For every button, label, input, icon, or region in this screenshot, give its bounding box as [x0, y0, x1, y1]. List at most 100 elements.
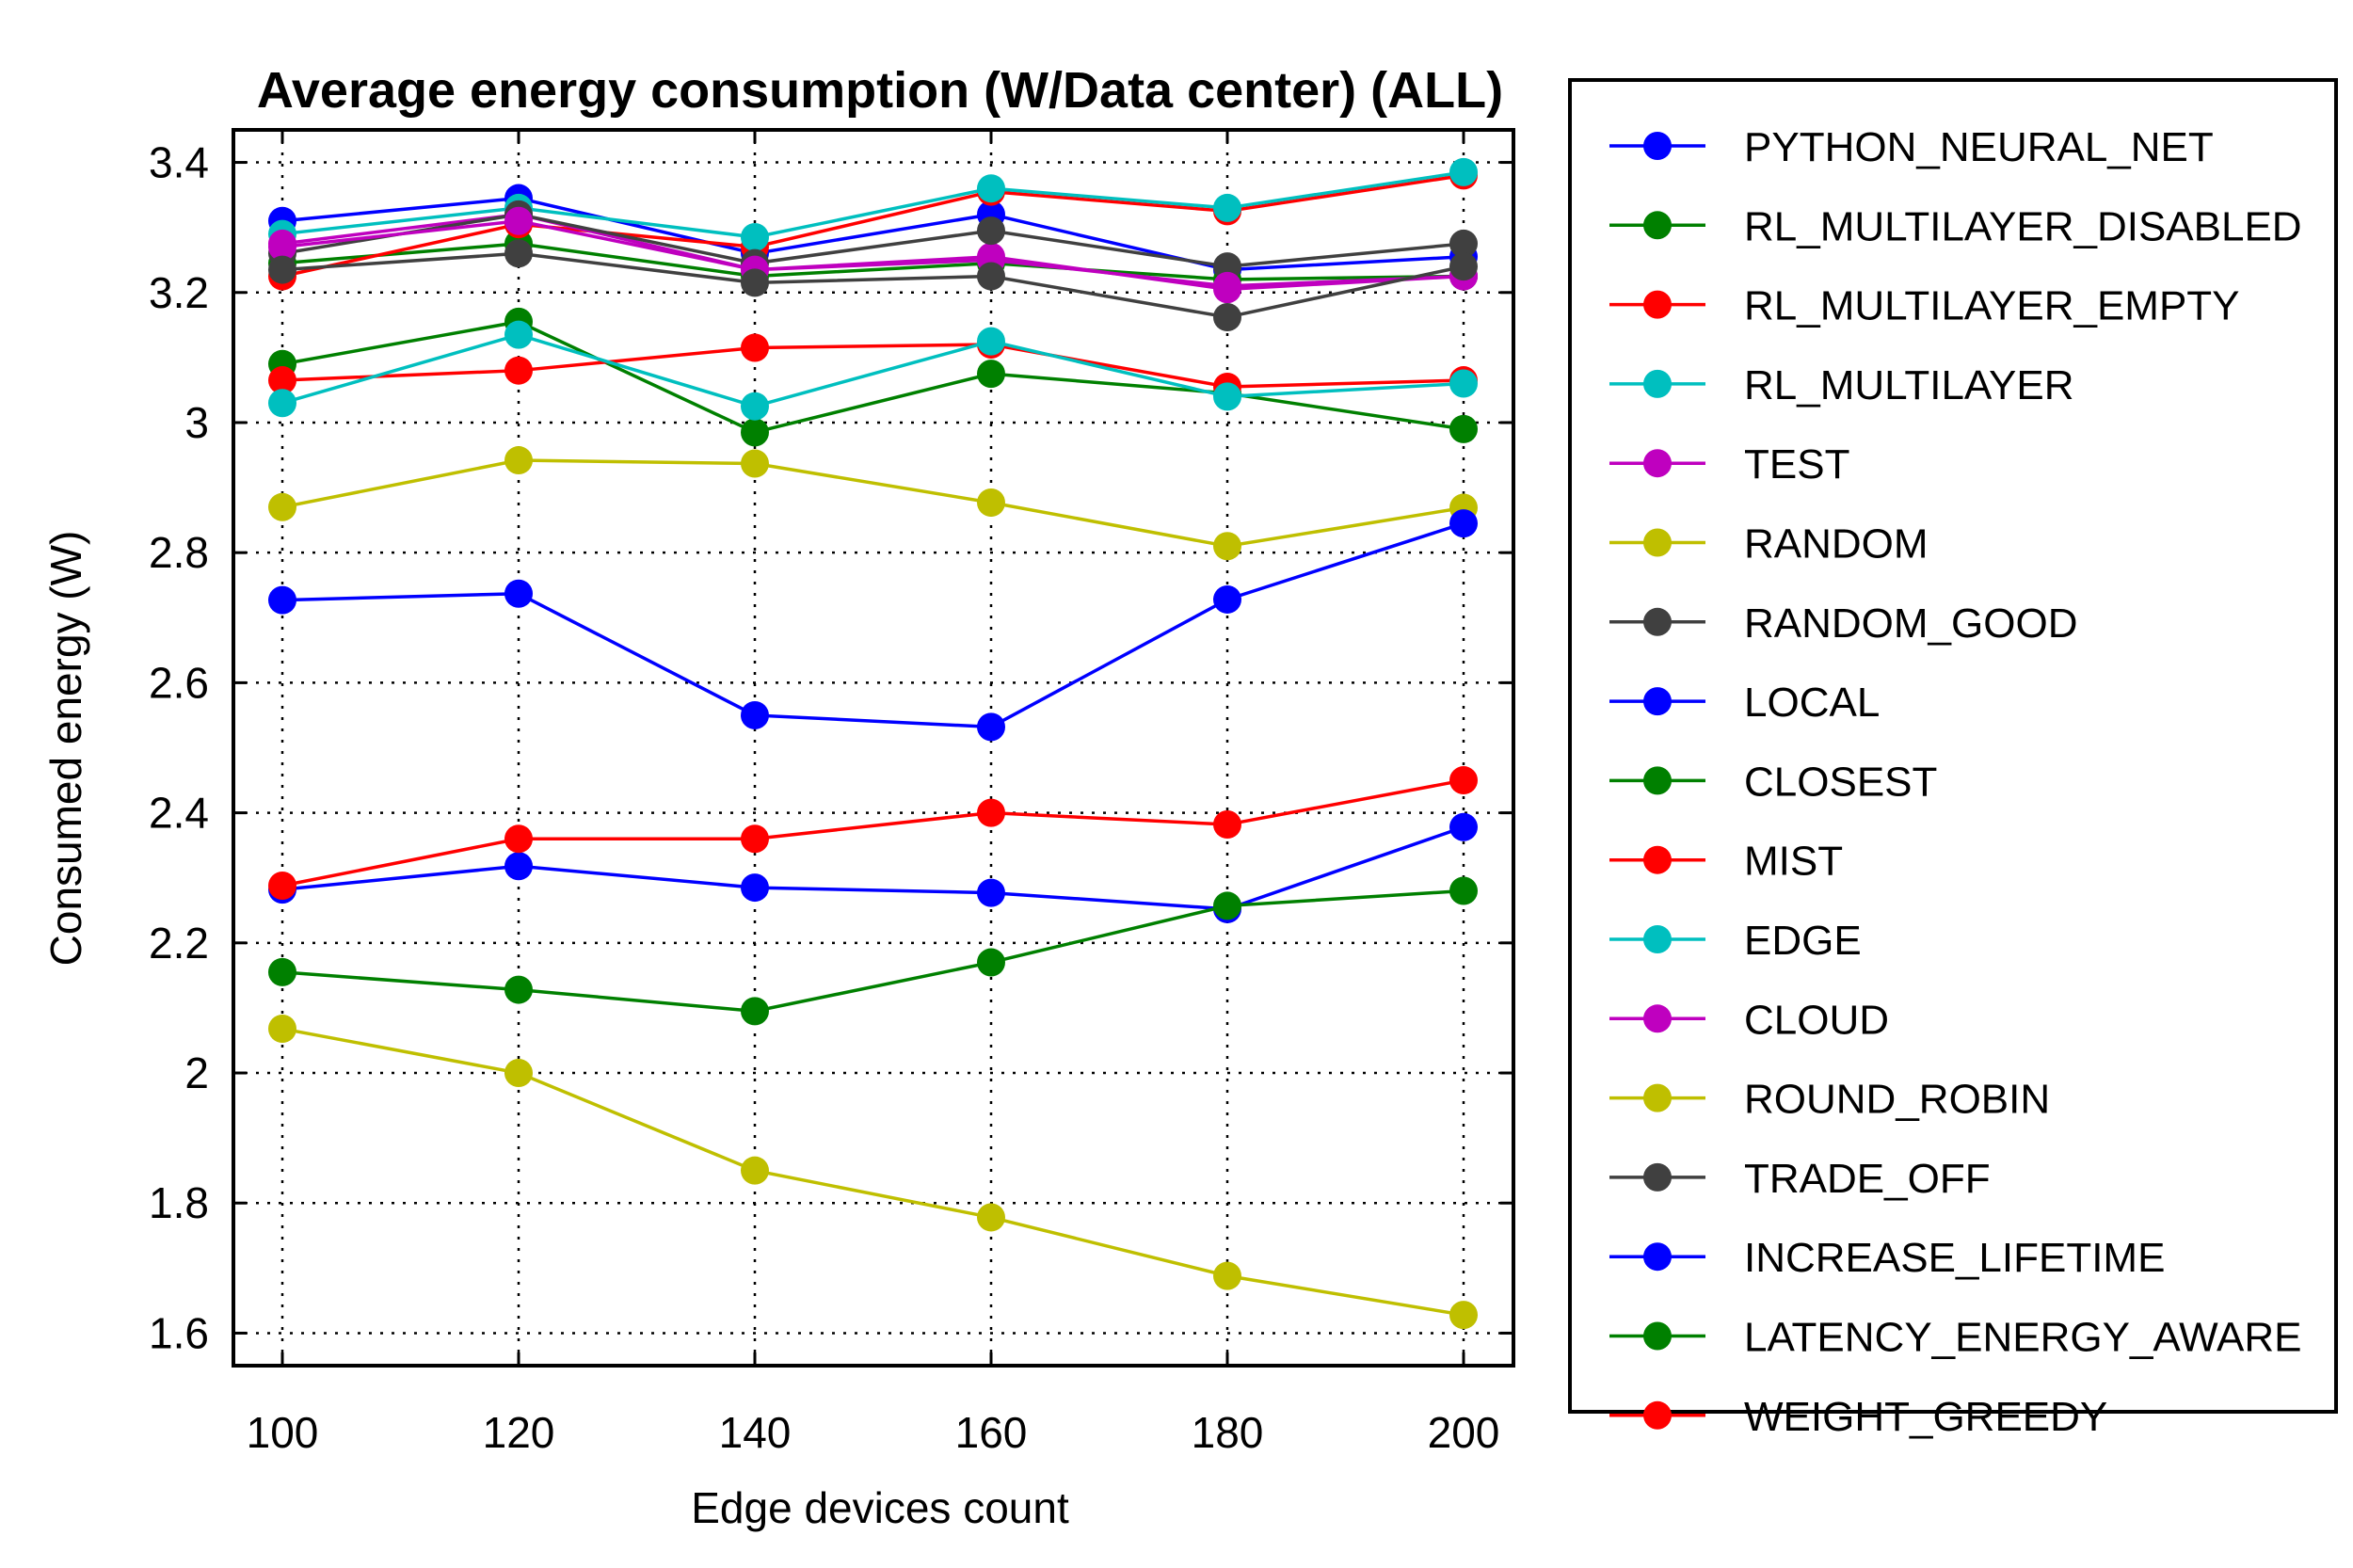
legend-label: WEIGHT_GREEDY	[1744, 1394, 2107, 1440]
data-point	[741, 700, 769, 729]
series-line	[281, 251, 1465, 319]
data-point	[504, 239, 533, 268]
y-axis-label: Consumed energy (W)	[41, 531, 90, 967]
series-line	[281, 213, 1465, 268]
data-point	[1213, 1261, 1241, 1290]
legend-entry: ROUND_ROBIN	[1609, 1077, 2050, 1123]
legend-label: ROUND_ROBIN	[1744, 1077, 2050, 1123]
legend-marker	[1643, 132, 1672, 160]
data-point	[1449, 1301, 1478, 1330]
legend-entry: TEST	[1609, 441, 1849, 488]
legend-marker	[1643, 369, 1672, 398]
data-point	[1213, 271, 1241, 300]
data-point	[268, 232, 296, 262]
series-line	[281, 778, 1465, 888]
series-line	[281, 343, 1465, 389]
data-point	[504, 579, 533, 608]
data-point	[741, 418, 769, 447]
legend-entry: CLOUD	[1609, 997, 1889, 1043]
series-line	[281, 173, 1465, 279]
data-point	[1449, 252, 1478, 281]
legend-entry: EDGE	[1609, 918, 1862, 964]
data-point	[1213, 252, 1241, 281]
legend-label: RANDOM	[1744, 521, 1929, 568]
legend-label: RANDOM_GOOD	[1744, 600, 2077, 647]
data-point	[1213, 810, 1241, 840]
data-point	[977, 216, 1005, 246]
y-tick-label: 2.2	[149, 919, 209, 968]
chart-title-group: Average energy consumption (W/Data cente…	[257, 62, 1503, 119]
y-tick-label: 2	[184, 1048, 209, 1097]
legend-label: LOCAL	[1744, 680, 1880, 726]
x-tick-label: 100	[247, 1408, 319, 1457]
legend-marker	[1643, 687, 1672, 716]
legend-marker	[1643, 1162, 1672, 1192]
legend-entry: INCREASE_LIFETIME	[1609, 1235, 2165, 1281]
series-round-robin	[268, 1015, 1478, 1330]
y-tick-label: 3	[184, 398, 209, 447]
series-mist	[268, 330, 1478, 401]
data-point	[741, 333, 769, 362]
data-point	[1449, 229, 1478, 258]
legend-marker	[1643, 449, 1672, 478]
chart-title: Average energy consumption (W/Data cente…	[257, 62, 1503, 119]
series-edge	[268, 320, 1478, 421]
legend-label: TEST	[1744, 441, 1849, 488]
data-point	[504, 446, 533, 475]
data-point	[504, 320, 533, 349]
data-point	[268, 872, 296, 901]
data-point	[1213, 532, 1241, 561]
data-point	[977, 488, 1005, 517]
data-point	[268, 1015, 296, 1044]
series-group	[268, 157, 1478, 1330]
legend-label: PYTHON_NEURAL_NET	[1744, 124, 2214, 170]
legend-marker	[1643, 211, 1672, 240]
x-axis-label: Edge devices count	[691, 1483, 1069, 1532]
series-latency-energy-aware	[268, 876, 1478, 1026]
data-point	[977, 712, 1005, 742]
legend-marker	[1643, 607, 1672, 636]
data-point	[977, 1203, 1005, 1232]
data-point	[268, 492, 296, 521]
data-point	[1449, 369, 1478, 398]
series-local	[268, 509, 1478, 742]
legend-entry: RL_MULTILAYER	[1609, 362, 2073, 408]
data-point	[1449, 414, 1478, 443]
data-point	[741, 449, 769, 478]
data-point	[504, 206, 533, 235]
legend-marker	[1643, 1321, 1672, 1351]
x-tick-label: 200	[1428, 1408, 1500, 1457]
y-tick-label: 1.6	[149, 1308, 209, 1357]
data-point	[1213, 303, 1241, 332]
legend-label: TRADE_OFF	[1744, 1156, 1991, 1202]
data-point	[504, 356, 533, 385]
data-point	[268, 255, 296, 284]
series-line	[281, 1027, 1465, 1317]
legend-marker	[1643, 845, 1672, 874]
series-weight-greedy	[268, 766, 1478, 901]
data-point	[977, 174, 1005, 203]
legend-marker	[1643, 925, 1672, 953]
x-tick-label: 180	[1192, 1408, 1264, 1457]
y-tick-label: 2.8	[149, 528, 209, 577]
x-tick-label: 140	[719, 1408, 792, 1457]
data-point	[1213, 193, 1241, 222]
data-point	[741, 268, 769, 297]
legend-label: CLOUD	[1744, 997, 1889, 1043]
y-tick-label: 2.4	[149, 789, 209, 838]
legend: PYTHON_NEURAL_NET RL_MULTILAYER_DISABLED R…	[1568, 78, 2338, 1440]
legend-marker	[1643, 528, 1672, 557]
series-line	[281, 888, 1465, 1014]
legend-entry: WEIGHT_GREEDY	[1609, 1394, 2107, 1440]
data-point	[1449, 812, 1478, 841]
legend-frame	[1568, 78, 2338, 1414]
legend-label: INCREASE_LIFETIME	[1744, 1235, 2165, 1281]
legend-label: MIST	[1744, 839, 1843, 885]
series-line	[281, 332, 1465, 408]
axis-ticks: 100 120 140 160 180 200 1.6 1.8 2 2.2 2.4 2.6 2.8 3 3.…	[149, 130, 1513, 1457]
series-line	[281, 218, 1465, 288]
legend-entry: MIST	[1609, 839, 1843, 885]
data-point	[504, 1059, 533, 1088]
legend-label: RL_MULTILAYER	[1744, 362, 2073, 408]
data-point	[977, 360, 1005, 389]
